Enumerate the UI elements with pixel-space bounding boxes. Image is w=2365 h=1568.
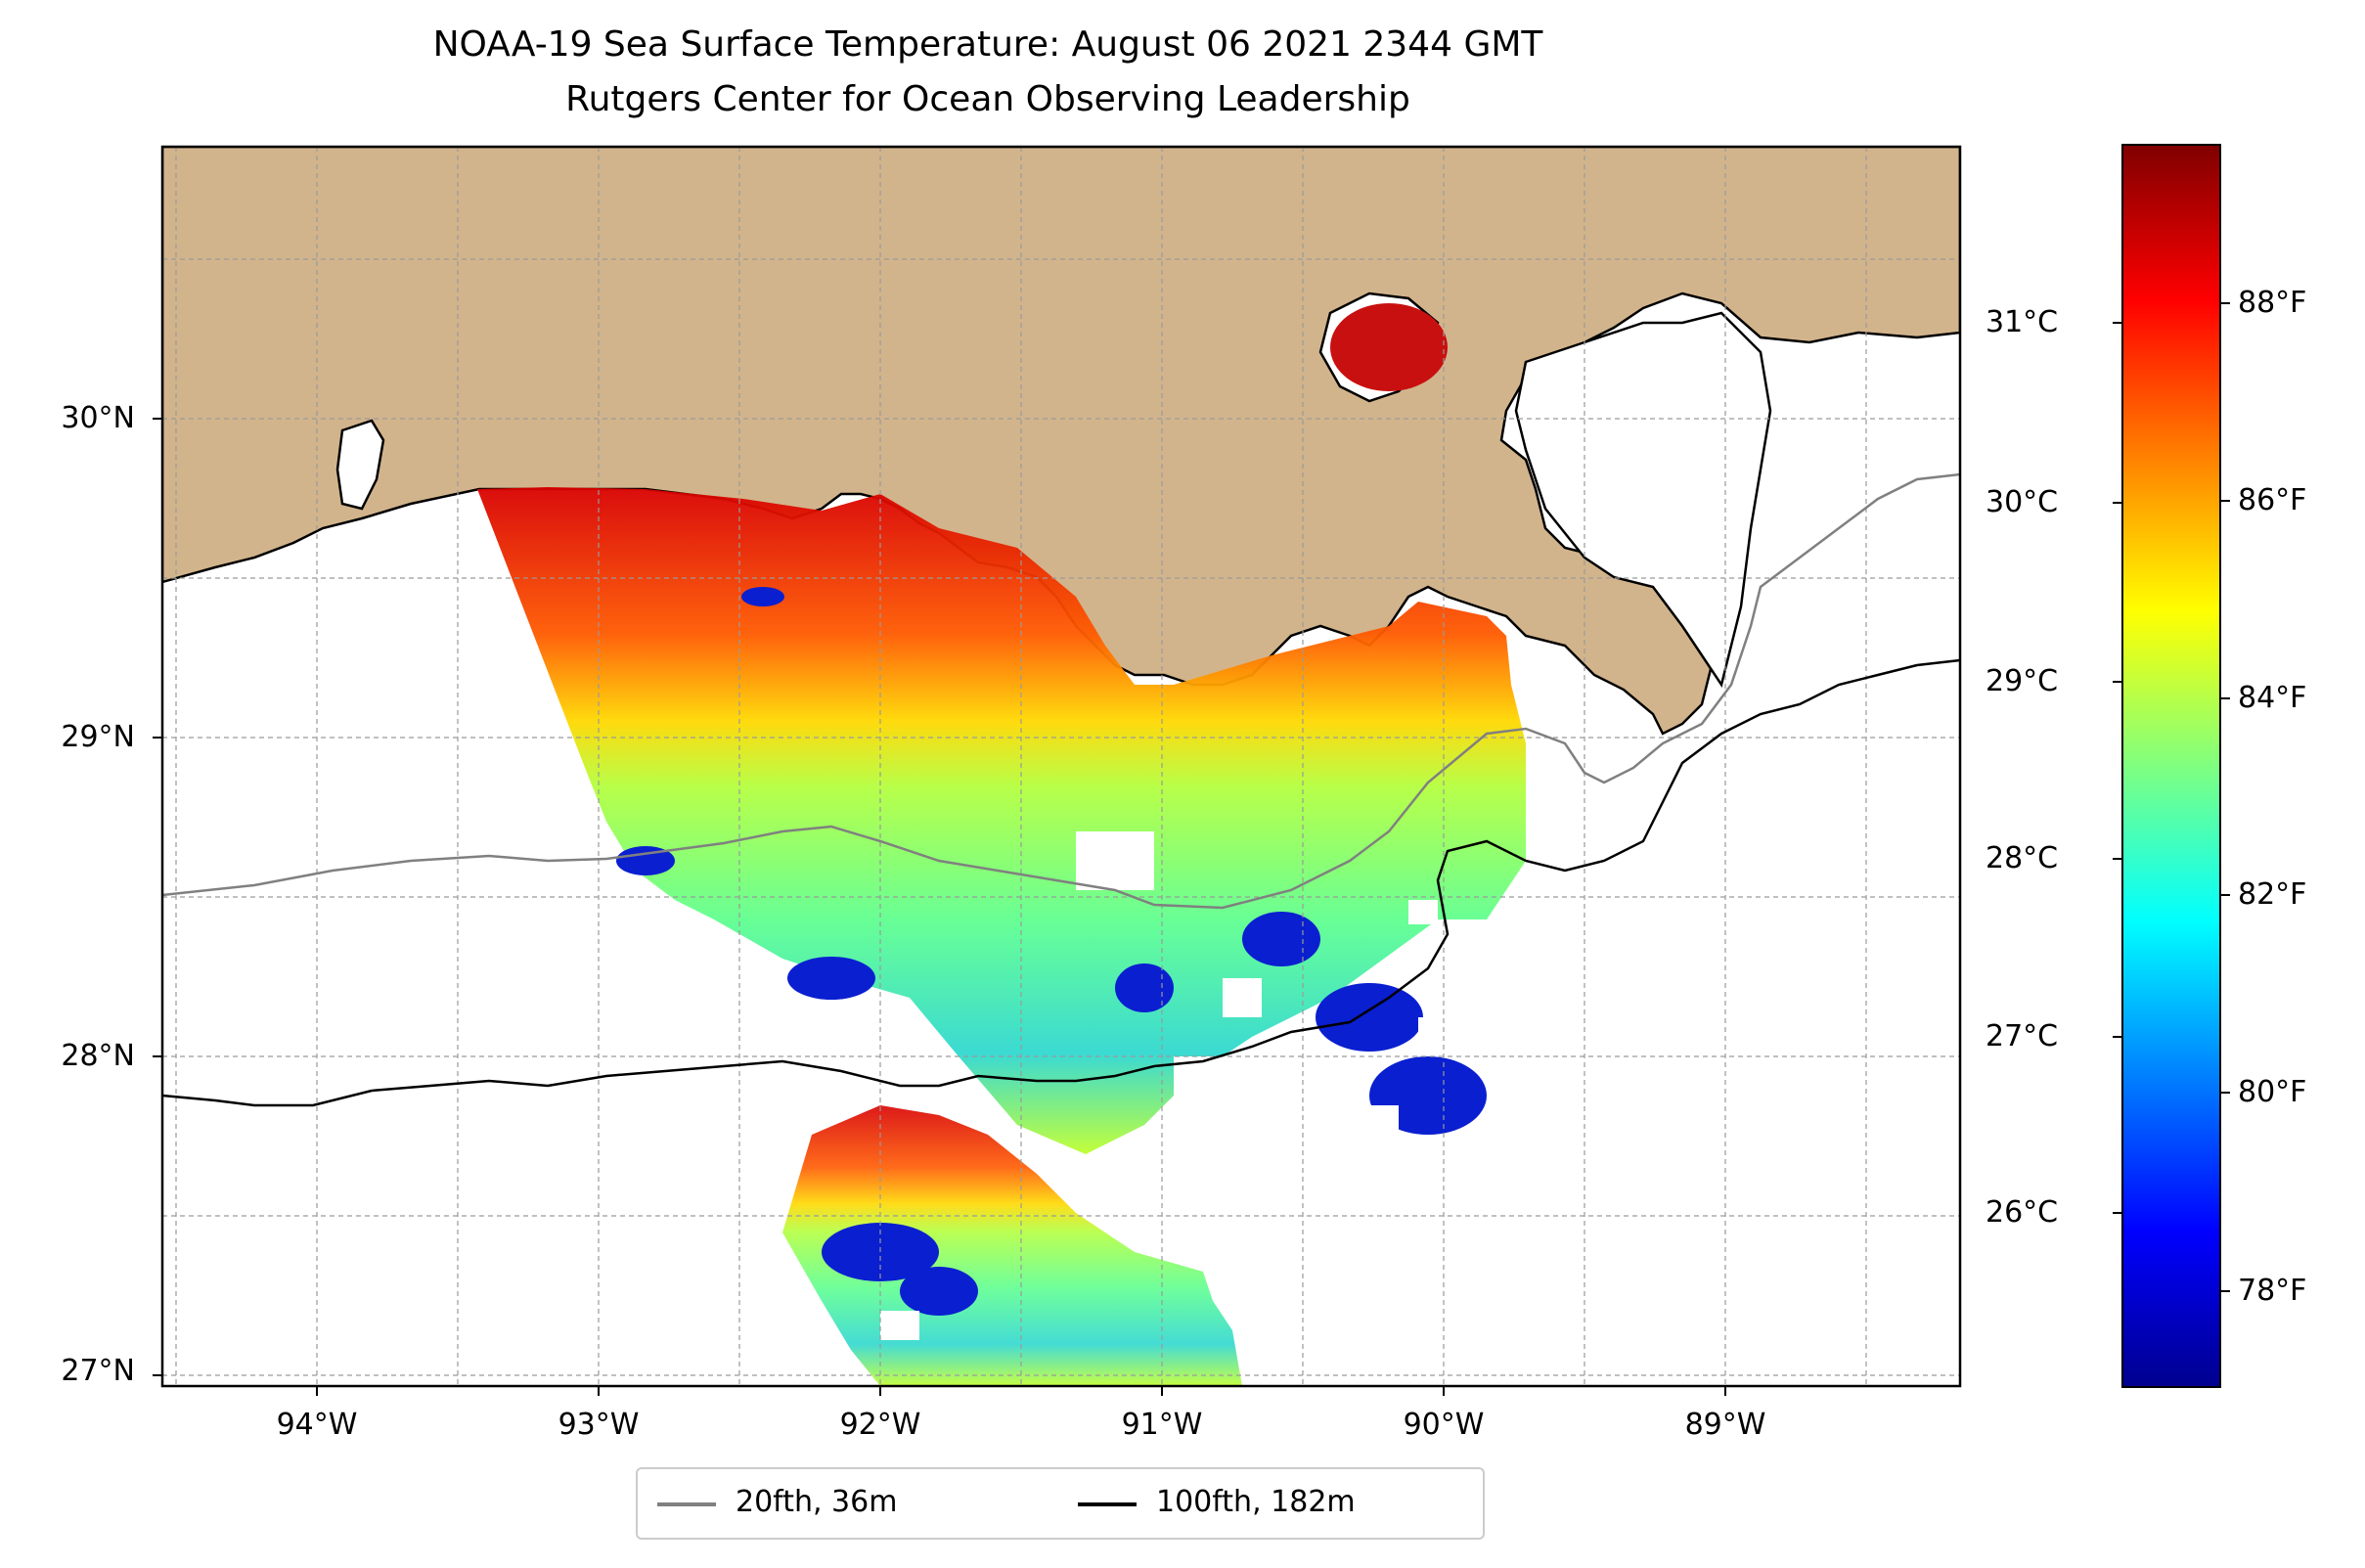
lon-label-92w: 92°W (839, 1408, 921, 1442)
contour-100fth (162, 658, 1960, 1107)
cloud-gaps (880, 831, 1457, 1340)
map-subtitle: Rutgers Center for Ocean Observing Leade… (565, 79, 1410, 119)
colorbar-label-31c: 31°C (1986, 305, 2059, 339)
lon-label-93w: 93°W (558, 1408, 640, 1442)
colorbar-label-30c: 30°C (1986, 485, 2059, 519)
map-title: NOAA-19 Sea Surface Temperature: August … (432, 24, 1543, 65)
map-frame (160, 145, 1962, 1388)
lat-label-30n: 30°N (61, 401, 135, 435)
gridlines (162, 147, 1960, 1386)
colorbar-ticks (2113, 302, 2230, 1292)
lon-label-89w: 89°W (1684, 1408, 1766, 1442)
lon-label-91w: 91°W (1121, 1408, 1203, 1442)
cold-patches (616, 587, 1487, 1316)
colorbar (2121, 144, 2221, 1388)
legend-swatch-20fth (657, 1502, 716, 1506)
contour-20fth (162, 472, 1960, 910)
colorbar-label-82f: 82°F (2238, 877, 2307, 912)
legend: 20fth, 36m 100fth, 182m (636, 1467, 1485, 1540)
lat-label-27n: 27°N (61, 1354, 135, 1388)
colorbar-label-88f: 88°F (2238, 286, 2307, 320)
colorbar-label-28c: 28°C (1986, 841, 2059, 875)
axis-ticks (153, 418, 1726, 1396)
legend-label-20fth: 20fth, 36m (736, 1485, 898, 1519)
colorbar-label-29c: 29°C (1986, 664, 2059, 698)
sst-swath-west (477, 487, 1526, 1154)
colorbar-label-84f: 84°F (2238, 681, 2307, 715)
lon-label-90w: 90°W (1403, 1408, 1485, 1442)
colorbar-label-80f: 80°F (2238, 1075, 2307, 1109)
delta-bays (1514, 311, 1772, 689)
legend-label-100fth: 100fth, 182m (1156, 1485, 1356, 1519)
legend-swatch-100fth (1078, 1502, 1137, 1506)
colorbar-label-78f: 78°F (2238, 1274, 2307, 1308)
lat-label-28n: 28°N (61, 1039, 135, 1073)
colorbar-label-27c: 27°C (1986, 1019, 2059, 1053)
lat-label-29n: 29°N (61, 720, 135, 754)
colorbar-label-86f: 86°F (2238, 483, 2307, 517)
hot-lake-patch (1330, 303, 1448, 391)
lon-label-94w: 94°W (276, 1408, 358, 1442)
colorbar-label-26c: 26°C (1986, 1195, 2059, 1230)
sabine-lake (335, 419, 385, 511)
